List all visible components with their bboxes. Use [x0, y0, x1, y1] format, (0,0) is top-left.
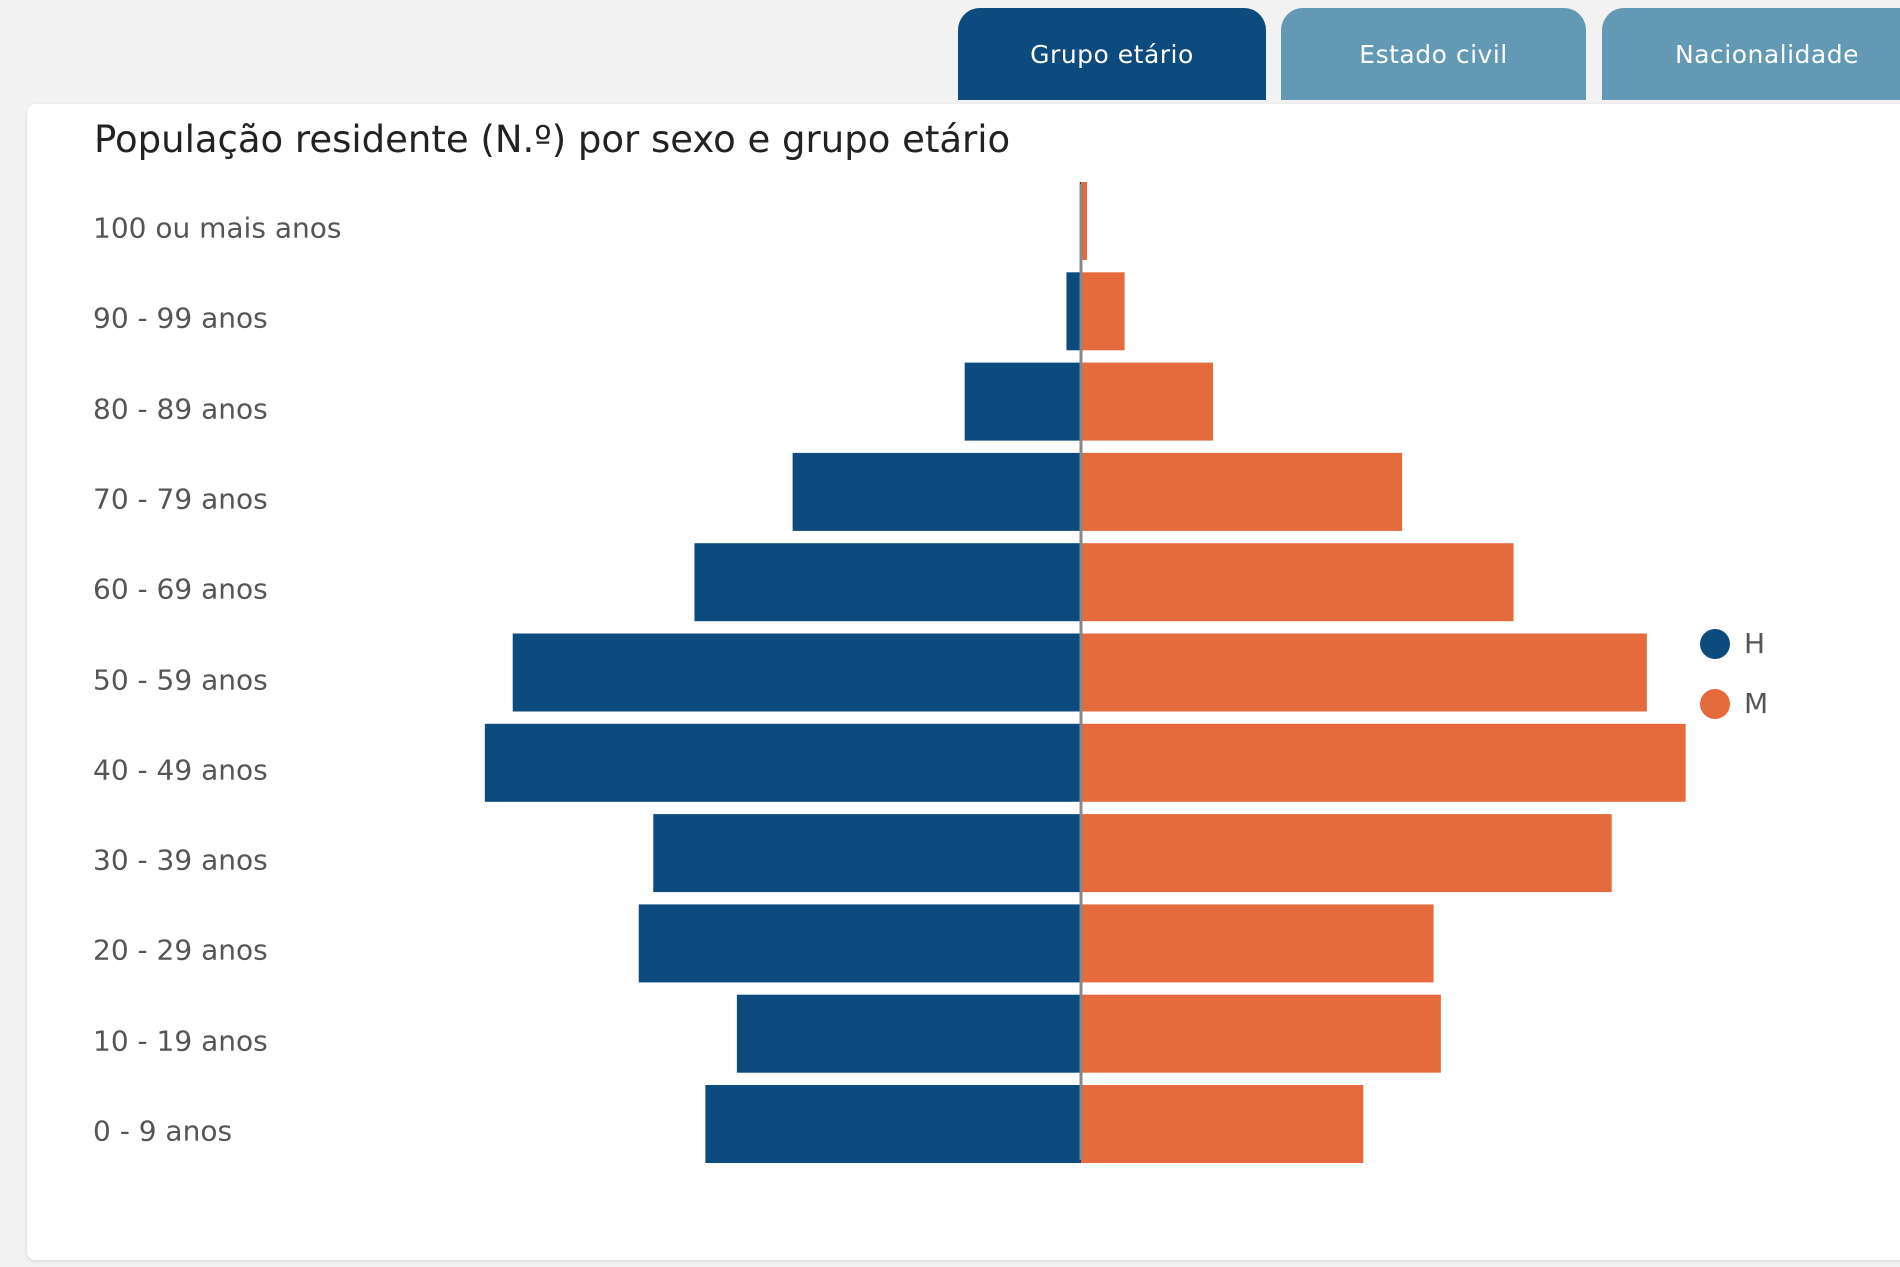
legend-label-m: M: [1744, 687, 1769, 720]
bar-h[interactable]: [694, 543, 1081, 622]
category-label: 30 - 39 anos: [93, 843, 268, 877]
bar-h[interactable]: [512, 633, 1081, 712]
category-label: 10 - 19 anos: [93, 1024, 268, 1058]
bar-m[interactable]: [1081, 994, 1441, 1073]
bar-h[interactable]: [638, 904, 1081, 983]
bar-h[interactable]: [792, 452, 1081, 531]
bar-m[interactable]: [1081, 904, 1434, 983]
bar-m[interactable]: [1081, 543, 1514, 622]
bar-m[interactable]: [1081, 362, 1214, 441]
category-label: 100 ou mais anos: [93, 211, 342, 245]
category-label: 50 - 59 anos: [93, 663, 268, 696]
category-label: 20 - 29 anos: [93, 933, 268, 967]
tab-grupo-etario[interactable]: Grupo etário: [958, 8, 1266, 100]
bar-h[interactable]: [736, 994, 1081, 1073]
bar-m[interactable]: [1081, 452, 1403, 531]
legend-label-h: H: [1744, 627, 1766, 660]
bar-m[interactable]: [1081, 723, 1686, 802]
tab-estado-civil[interactable]: Estado civil: [1281, 8, 1586, 100]
legend-dot-m-icon: [1700, 688, 1730, 719]
legend-item-h[interactable]: H: [1700, 627, 1765, 660]
bar-m[interactable]: [1081, 633, 1647, 712]
bar-h[interactable]: [1066, 272, 1081, 351]
legend-dot-h-icon: [1700, 628, 1730, 659]
bar-h[interactable]: [705, 1085, 1081, 1163]
category-label: 70 - 79 anos: [93, 482, 268, 516]
bar-m[interactable]: [1081, 182, 1088, 260]
category-label: 40 - 49 anos: [93, 753, 268, 787]
chart-title: População residente (N.º) por sexo e gru…: [94, 118, 1011, 161]
bar-h[interactable]: [653, 814, 1081, 893]
legend-item-m[interactable]: M: [1700, 687, 1768, 720]
category-label: 0 - 9 anos: [93, 1114, 233, 1148]
tab-nacionalidade[interactable]: Nacionalidade: [1602, 8, 1900, 100]
bar-m[interactable]: [1081, 1085, 1364, 1163]
bar-m[interactable]: [1081, 272, 1125, 351]
category-label: 80 - 89 anos: [93, 392, 268, 426]
category-label: 60 - 69 anos: [93, 572, 268, 606]
category-label: 90 - 99 anos: [93, 301, 268, 335]
bar-h[interactable]: [964, 362, 1081, 441]
bar-h[interactable]: [484, 723, 1081, 802]
bar-m[interactable]: [1081, 814, 1612, 893]
